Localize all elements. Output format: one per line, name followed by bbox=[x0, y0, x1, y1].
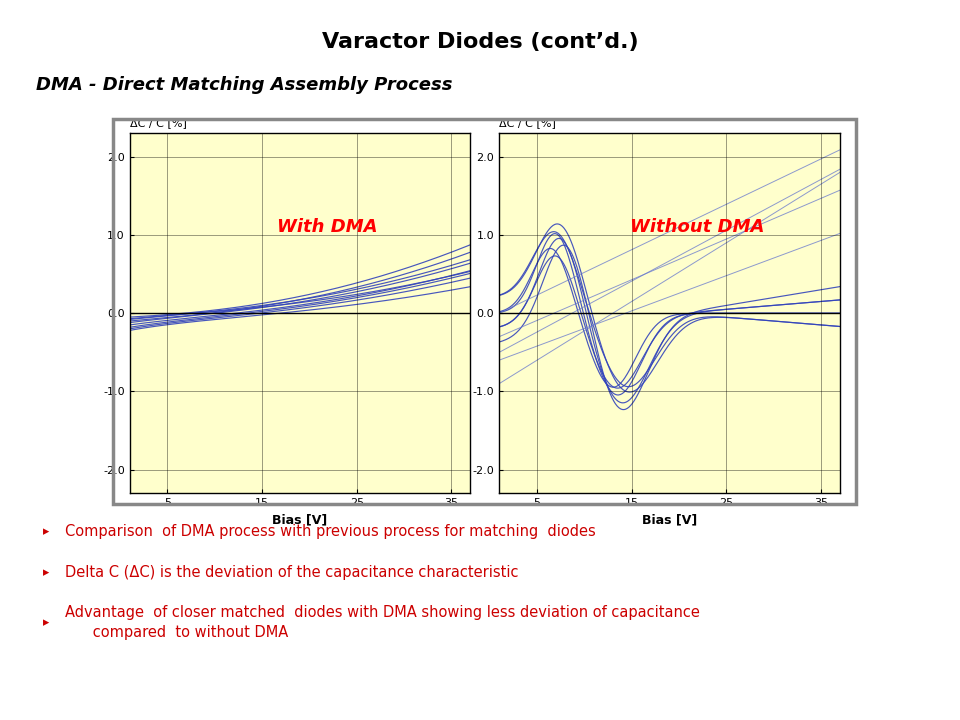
Text: ▸: ▸ bbox=[43, 566, 50, 579]
Text: Comparison  of DMA process with previous process for matching  diodes: Comparison of DMA process with previous … bbox=[65, 524, 596, 539]
Text: ΔC / C [%]: ΔC / C [%] bbox=[499, 118, 556, 128]
Text: ▸: ▸ bbox=[43, 525, 50, 538]
Text: ▸: ▸ bbox=[43, 616, 50, 629]
Text: With DMA: With DMA bbox=[277, 217, 377, 236]
Text: Delta C (ΔC) is the deviation of the capacitance characteristic: Delta C (ΔC) is the deviation of the cap… bbox=[65, 565, 518, 580]
Text: DMA - Direct Matching Assembly Process: DMA - Direct Matching Assembly Process bbox=[36, 76, 453, 94]
Text: Advantage  of closer matched  diodes with DMA showing less deviation of capacita: Advantage of closer matched diodes with … bbox=[65, 606, 700, 640]
Text: Without DMA: Without DMA bbox=[630, 217, 764, 236]
Text: Varactor Diodes (cont’d.): Varactor Diodes (cont’d.) bbox=[322, 32, 638, 53]
X-axis label: Bias [V]: Bias [V] bbox=[273, 513, 327, 526]
X-axis label: Bias [V]: Bias [V] bbox=[642, 513, 697, 526]
Text: ΔC / C [%]: ΔC / C [%] bbox=[130, 118, 186, 128]
